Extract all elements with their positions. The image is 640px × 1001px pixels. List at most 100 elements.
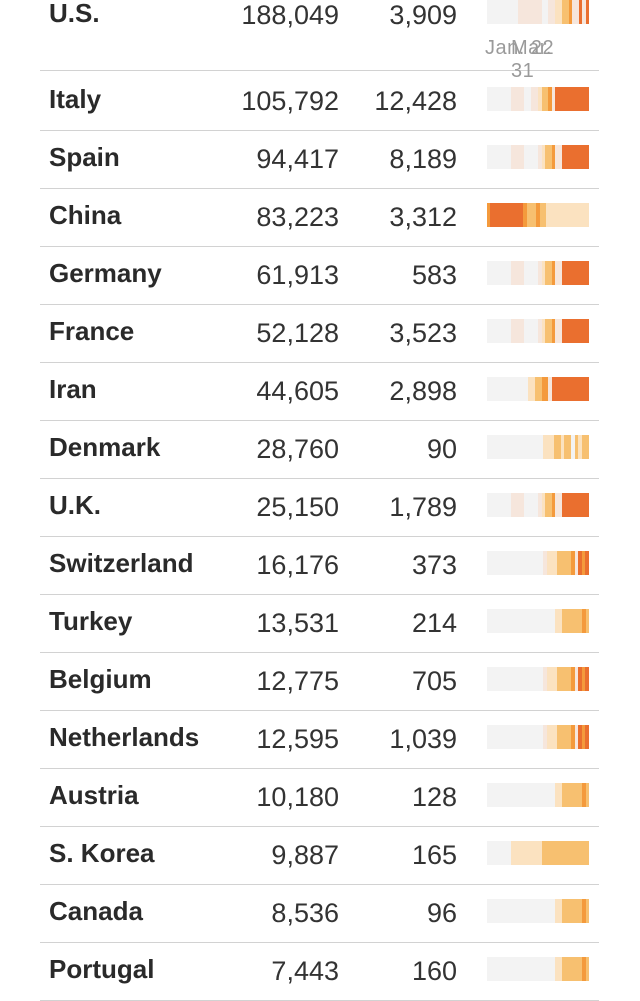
trend-bar: [493, 493, 498, 517]
trend-bar: [536, 667, 540, 691]
trend-bar: [555, 319, 559, 343]
trend-bar: [548, 145, 552, 169]
trend-bar: [500, 319, 505, 343]
trend-bar: [534, 841, 539, 865]
table-row: Switzerland 16,176 373: [40, 537, 599, 595]
table-row: Italy 105,792 12,428: [40, 73, 599, 131]
trend-bar: [544, 145, 549, 169]
trend-bar: [539, 667, 544, 691]
trend-bar: [585, 551, 589, 575]
trend-bar: [497, 87, 501, 111]
trend-bar: [553, 667, 558, 691]
trend-bar: [572, 319, 576, 343]
trend-bar: [500, 957, 505, 981]
trend-bar: [503, 203, 507, 227]
trend-bar: [543, 435, 547, 459]
trend-bar: [504, 0, 508, 24]
trend-bar: [490, 667, 495, 691]
trend-bar: [524, 261, 528, 285]
trend-sparkline: [487, 667, 589, 691]
trend-bar: [582, 0, 586, 24]
trend-bar: [571, 725, 575, 749]
trend-bar: [524, 377, 528, 401]
country-name: China: [49, 200, 122, 230]
trend-bar: [543, 725, 547, 749]
trend-bar: [538, 899, 542, 923]
trend-bar: [507, 319, 511, 343]
trend-bar: [514, 957, 518, 981]
timeline-start-label: Jan. 22: [485, 37, 555, 59]
trend-bar: [534, 0, 539, 24]
trend-bar: [497, 493, 501, 517]
trend-bar: [575, 899, 579, 923]
trend-bar: [578, 493, 583, 517]
trend-bar: [518, 435, 523, 459]
trend-bar: [568, 261, 573, 285]
trend-bar: [527, 609, 532, 633]
trend-bar: [493, 957, 498, 981]
trend-bar: [564, 725, 568, 749]
trend-bar: [541, 261, 545, 285]
trend-bar: [501, 551, 505, 575]
trend-bar: [557, 667, 561, 691]
trend-bar: [517, 319, 522, 343]
country-name: Belgium: [49, 664, 152, 694]
trend-bar: [565, 87, 569, 111]
trend-bar: [558, 261, 562, 285]
death-count: 2,898: [389, 376, 457, 406]
trend-bar: [550, 725, 554, 749]
trend-bar: [487, 841, 491, 865]
trend-bar: [582, 493, 586, 517]
trend-sparkline: [487, 87, 590, 111]
case-count: 13,531: [256, 608, 339, 638]
country-name: Italy: [49, 84, 102, 114]
trend-bar: [541, 841, 545, 865]
trend-bar: [546, 551, 551, 575]
trend-bar: [507, 0, 511, 24]
trend-bar: [517, 957, 522, 981]
trend-bar: [575, 841, 579, 865]
trend-bar: [559, 203, 563, 227]
trend-bar: [582, 319, 586, 343]
trend-bar: [557, 725, 561, 749]
trend-bar: [504, 725, 509, 749]
trend-sparkline: [487, 0, 590, 24]
trend-bar: [507, 609, 511, 633]
trend-bar: [544, 261, 549, 285]
death-count: 128: [411, 782, 457, 812]
trend-bar: [514, 609, 518, 633]
trend-bar: [500, 145, 505, 169]
trend-bar: [500, 261, 505, 285]
trend-bar: [582, 145, 586, 169]
trend-bar: [541, 319, 545, 343]
trend-bar: [510, 0, 515, 24]
trend-bar: [571, 435, 575, 459]
case-count: 9,887: [271, 840, 339, 870]
trend-bar: [543, 203, 547, 227]
trend-bar: [504, 899, 508, 923]
trend-bar: [534, 493, 539, 517]
trend-bar: [578, 0, 583, 24]
trend-bar: [493, 783, 498, 807]
trend-bar: [578, 261, 583, 285]
trend-bar: [565, 783, 569, 807]
trend-bar: [510, 609, 515, 633]
trend-bar: [565, 609, 569, 633]
case-count: 16,176: [256, 550, 339, 580]
trend-bar: [527, 261, 532, 285]
trend-bar: [585, 377, 590, 401]
trend-bar: [541, 0, 545, 24]
table-row: Spain 94,417 8,189: [40, 131, 599, 189]
death-count: 705: [411, 666, 457, 696]
trend-bar: [581, 435, 586, 459]
trend-bar: [575, 377, 579, 401]
trend-bar: [565, 377, 569, 401]
table-row: Turkey 13,531 214: [40, 595, 599, 653]
trend-bar: [579, 203, 583, 227]
trend-bar: [515, 435, 519, 459]
trend-bar: [527, 493, 532, 517]
case-count: 12,775: [256, 666, 339, 696]
trend-bar: [572, 145, 576, 169]
trend-bar: [524, 145, 528, 169]
trend-bar: [564, 667, 568, 691]
